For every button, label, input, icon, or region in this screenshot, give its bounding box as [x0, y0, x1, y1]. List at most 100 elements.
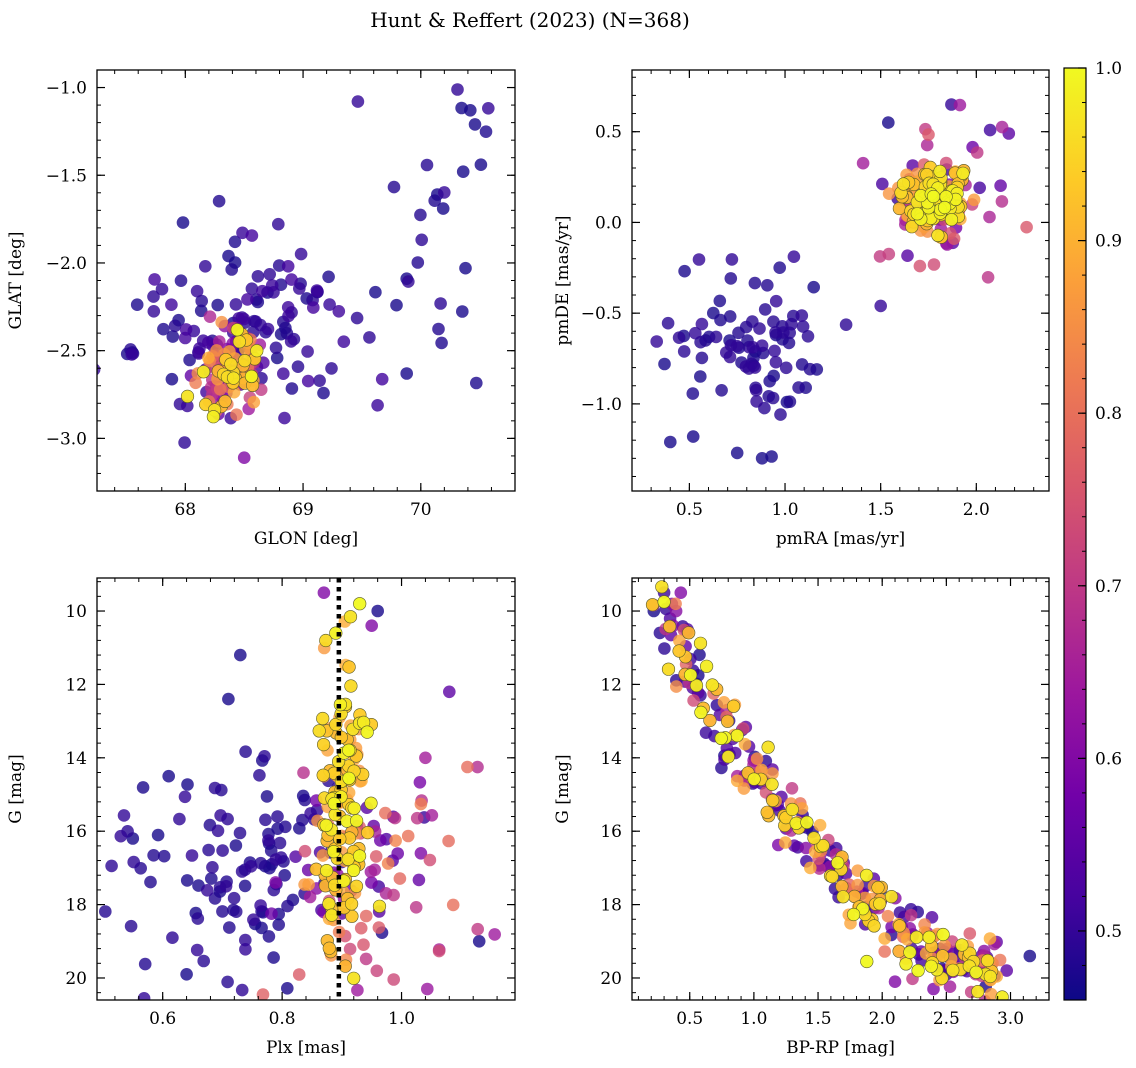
data-point: [155, 282, 169, 296]
x-tick-label: 1.0: [388, 1009, 415, 1029]
data-point: [415, 233, 429, 247]
data-point: [769, 326, 782, 339]
data-point: [955, 938, 969, 952]
data-point: [229, 905, 243, 918]
data-point: [816, 838, 830, 853]
data-point: [269, 853, 283, 866]
data-point: [1000, 964, 1013, 977]
data-point: [148, 273, 161, 286]
data-point: [180, 389, 195, 404]
data-point: [201, 884, 214, 897]
data-point: [347, 801, 361, 815]
data-point: [725, 253, 739, 266]
data-point: [357, 938, 370, 951]
data-point: [359, 952, 373, 966]
scatter-points: [645, 580, 1037, 1000]
data-point: [420, 158, 434, 172]
data-point: [144, 875, 157, 889]
panel-glon-glat: 68 69 70 −3.0 −2.5 −2.0 −1.5 −1.0 GLON [deg] GLAT…: [6, 69, 516, 549]
data-point: [202, 336, 215, 349]
data-point: [244, 369, 259, 384]
data-point: [768, 344, 781, 358]
data-point: [703, 713, 717, 728]
data-point: [168, 319, 182, 333]
data-point: [371, 399, 384, 412]
data-point: [871, 880, 885, 895]
data-point: [709, 330, 723, 344]
data-point: [260, 790, 274, 803]
data-point: [995, 120, 1009, 134]
data-point: [655, 580, 669, 594]
data-point: [223, 921, 236, 934]
data-point: [258, 750, 271, 763]
panel-plx-g: 0.6 0.8 1.0 10 12 14 16 18 20 Plx [mas] G [mag]: [6, 577, 516, 1058]
y-tick-label: −2.5: [46, 342, 87, 362]
data-point: [787, 250, 801, 263]
y-tick-label: 16: [65, 822, 87, 842]
data-point: [343, 942, 357, 956]
data-point: [425, 809, 439, 822]
data-point: [479, 125, 493, 138]
data-point: [181, 778, 194, 791]
data-point: [714, 313, 727, 327]
data-point: [226, 371, 241, 385]
data-point: [933, 164, 947, 178]
data-point: [488, 928, 502, 941]
data-point: [237, 312, 251, 326]
data-point: [97, 363, 101, 376]
data-point: [180, 874, 194, 887]
data-point: [350, 814, 364, 828]
data-point: [956, 166, 970, 180]
data-point: [354, 921, 368, 935]
data-point: [347, 971, 361, 985]
x-tick-label: 68: [174, 500, 196, 520]
data-point: [882, 187, 896, 200]
data-point: [221, 975, 234, 989]
data-point: [881, 909, 895, 923]
data-point: [749, 383, 763, 397]
data-point: [284, 335, 298, 348]
data-point: [446, 898, 460, 912]
x-tick-label: 3.0: [997, 1009, 1024, 1029]
data-point: [267, 951, 280, 964]
data-point: [428, 194, 442, 207]
data-point: [393, 872, 407, 885]
x-tick-label: 2.0: [963, 500, 990, 520]
x-tick-label: 2.5: [933, 1009, 960, 1029]
data-point: [183, 353, 196, 367]
x-axis-title: BP-RP [mag]: [786, 1038, 895, 1058]
data-point: [878, 945, 891, 958]
data-point: [372, 899, 387, 913]
data-point: [686, 430, 700, 443]
data-point: [779, 836, 792, 849]
data-point: [760, 805, 774, 819]
data-point: [724, 272, 738, 285]
data-point: [124, 919, 138, 933]
data-point: [351, 983, 364, 997]
data-point: [730, 728, 744, 743]
data-point: [196, 365, 211, 379]
ticks: 0.5 1.0 1.5 2.0 −1.0 −0.5 0.0 0.5: [581, 70, 1049, 520]
data-point: [410, 811, 424, 825]
x-tick-label: 2.0: [869, 1009, 896, 1029]
data-point: [474, 158, 488, 171]
data-point: [926, 189, 941, 204]
data-point: [795, 802, 809, 815]
data-point: [341, 852, 355, 867]
data-point: [202, 351, 215, 365]
data-point: [347, 863, 361, 878]
x-tick-label: 70: [410, 500, 432, 520]
data-point: [244, 860, 258, 873]
data-point: [190, 943, 204, 957]
data-point: [931, 228, 945, 242]
data-point: [967, 193, 981, 207]
data-point: [402, 275, 415, 288]
data-point: [331, 1010, 344, 1023]
data-point: [983, 123, 997, 137]
data-point: [413, 776, 427, 789]
data-point: [291, 360, 305, 374]
colorbar-tick-label: 0.6: [1095, 749, 1122, 769]
data-point: [219, 880, 233, 893]
data-point: [412, 873, 426, 887]
